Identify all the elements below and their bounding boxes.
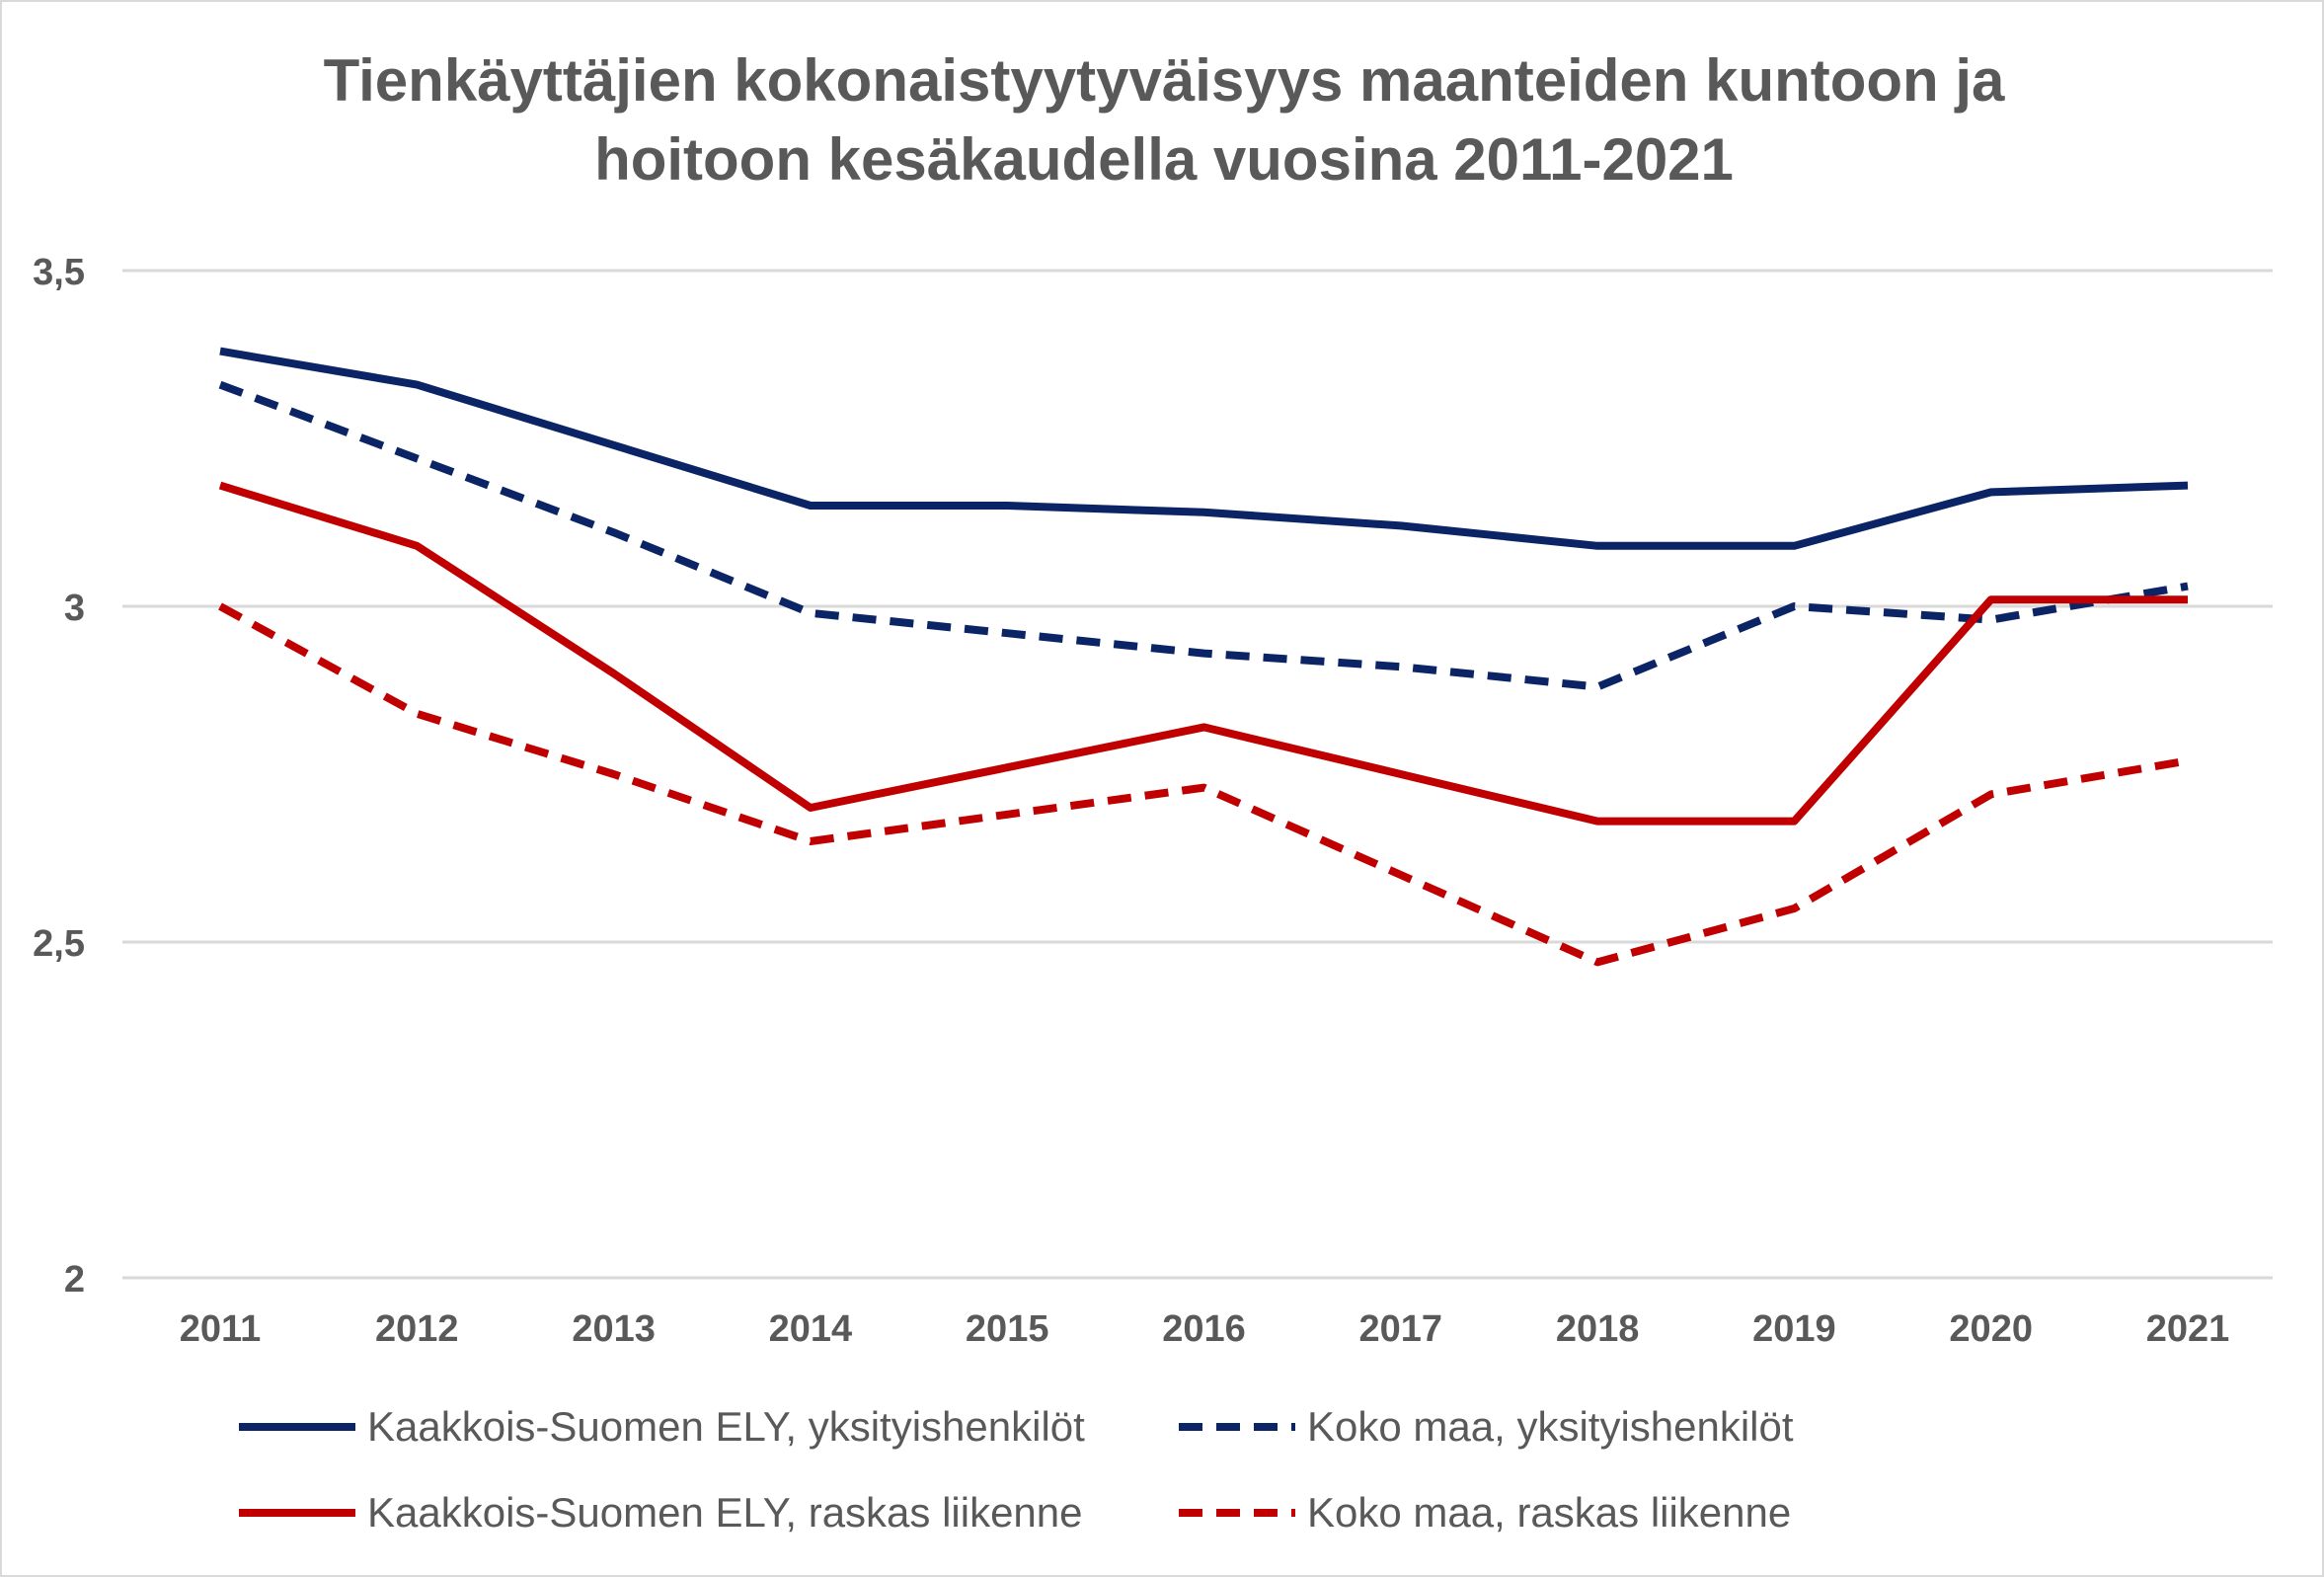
x-tick-label: 2013 (572, 1308, 656, 1350)
series-lines (218, 347, 2189, 967)
legend-label: Kaakkois-Suomen ELY, yksityishenkilöt (367, 1403, 1085, 1450)
series-line-3 (218, 602, 2189, 967)
legend-item-ely-heavy: Kaakkois-Suomen ELY, raskas liikenne (237, 1483, 1083, 1542)
x-tick-label: 2020 (1949, 1308, 2033, 1350)
series-line-1 (218, 380, 2189, 691)
x-tick-label: 2018 (1556, 1308, 1640, 1350)
chart-title-line-1: Tienkäyttäjien kokonaistyytyväisyys maan… (323, 47, 2005, 114)
legend-item-country-private: Koko maa, yksityishenkilöt (1177, 1397, 1794, 1457)
x-tick-label: 2017 (1359, 1308, 1443, 1350)
chart-title: Tienkäyttäjien kokonaistyytyväisyys maan… (2, 41, 2322, 199)
series-line-2 (218, 481, 2188, 826)
legend-item-ely-private: Kaakkois-Suomen ELY, yksityishenkilöt (237, 1397, 1085, 1457)
legend-swatch-dashed-navy (1179, 1423, 1295, 1431)
legend-label: Kaakkois-Suomen ELY, raskas liikenne (367, 1489, 1083, 1536)
x-axis-tick-labels: 2011 2012 2013 2014 2015 2016 2017 2018 2019 2020… (180, 1308, 2230, 1350)
x-tick-label: 2012 (375, 1308, 459, 1350)
x-tick-label: 2015 (966, 1308, 1049, 1350)
legend-label: Koko maa, raskas liikenne (1307, 1489, 1792, 1536)
x-tick-label: 2014 (769, 1308, 853, 1350)
gridlines (122, 269, 2273, 1280)
chart-title-line-2: hoitoon kesäkaudella vuosina 2011-2021 (594, 126, 1734, 193)
legend-label: Koko maa, yksityishenkilöt (1307, 1403, 1794, 1450)
legend-item-country-heavy: Koko maa, raskas liikenne (1177, 1483, 1791, 1542)
series-line-0 (219, 347, 2189, 550)
legend-swatch-solid-red (239, 1509, 355, 1517)
x-tick-label: 2016 (1162, 1308, 1246, 1350)
x-tick-label: 2011 (180, 1308, 261, 1350)
y-tick-label: 2 (64, 1259, 85, 1301)
legend-swatch-dashed-red (1179, 1509, 1295, 1517)
x-tick-label: 2019 (1752, 1308, 1836, 1350)
y-tick-label: 3,5 (33, 252, 85, 293)
y-tick-label: 2,5 (33, 923, 85, 965)
legend-swatch-solid-navy (239, 1423, 355, 1431)
x-tick-label: 2021 (2146, 1308, 2230, 1350)
y-tick-label: 3 (64, 588, 85, 629)
y-axis-tick-labels: 2 2,5 3 3,5 (33, 252, 85, 1301)
